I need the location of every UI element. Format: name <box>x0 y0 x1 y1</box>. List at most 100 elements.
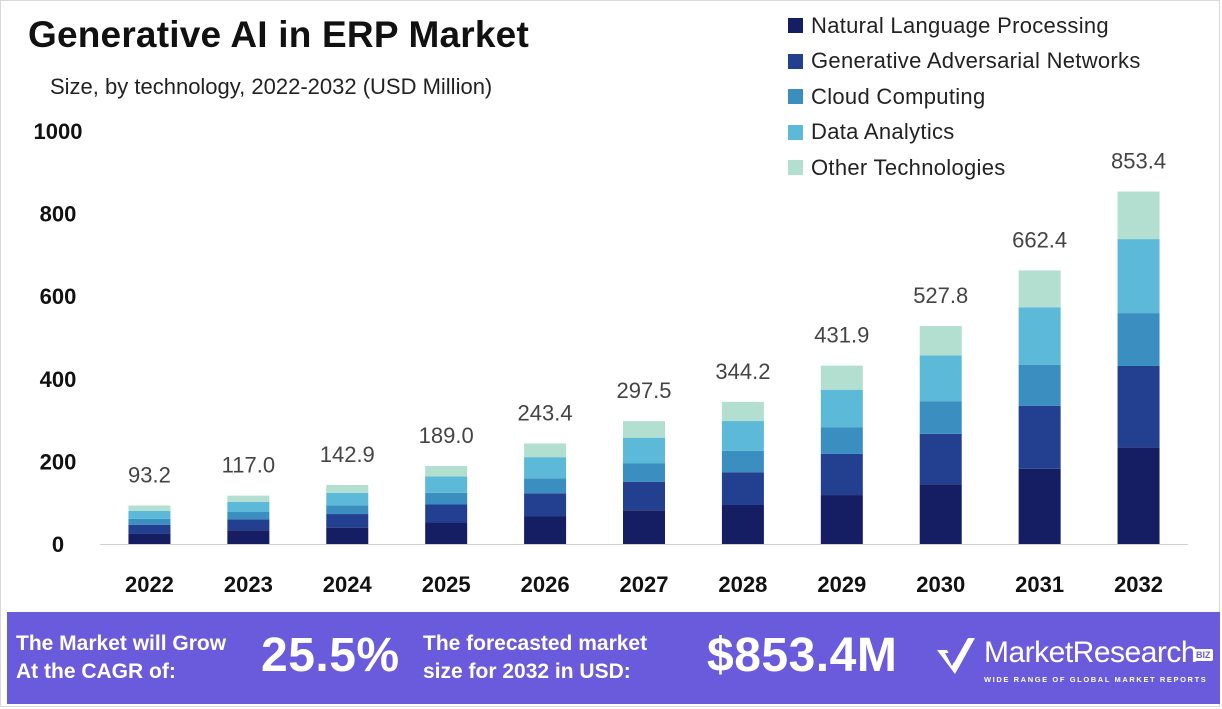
bar-segment <box>623 481 665 511</box>
bar-segment <box>623 510 665 544</box>
bar-segment <box>524 457 567 479</box>
bar-segment <box>425 504 468 523</box>
x-tick-label: 2022 <box>125 572 174 597</box>
bar-segment <box>721 421 764 451</box>
bar-segment <box>1117 313 1160 366</box>
bar-total-label: 527.8 <box>913 283 968 308</box>
bar-segment <box>524 443 567 458</box>
x-tick-label: 2028 <box>718 572 767 597</box>
legend-label: Natural Language Processing <box>811 12 1109 38</box>
x-tick-label: 2031 <box>1015 572 1064 597</box>
legend-label: Generative Adversarial Networks <box>811 48 1141 74</box>
bar-total-label: 142.9 <box>320 442 375 467</box>
bar-segment <box>524 516 567 544</box>
bar-total-label: 431.9 <box>814 323 869 348</box>
bar-segment <box>820 389 863 428</box>
y-tick-label: 200 <box>40 449 77 474</box>
bar-total-label: 662.4 <box>1012 227 1067 252</box>
cagr-caption-line1: The Market will Grow <box>16 632 227 655</box>
x-tick-label: 2030 <box>916 572 965 597</box>
cagr-caption-line2: At the CAGR of: <box>16 660 176 683</box>
bar-segment <box>1117 191 1160 240</box>
legend-item: Other Technologies <box>788 150 1141 186</box>
x-tick-label: 2029 <box>817 572 866 597</box>
y-tick-label: 800 <box>40 202 77 227</box>
bar-segment <box>1117 365 1160 448</box>
bar-segment <box>227 495 270 502</box>
bar-segment <box>721 472 764 506</box>
bar-segment <box>227 519 270 531</box>
legend-swatch <box>788 18 803 34</box>
forecast-value: $853.4M <box>707 629 898 682</box>
legend-item: Generative Adversarial Networks <box>788 44 1141 80</box>
y-tick-label: 400 <box>40 367 77 392</box>
bar-segment <box>128 524 171 534</box>
logo-name: MarketResearch <box>984 636 1198 669</box>
bar-segment <box>919 401 962 434</box>
bar-segment <box>128 505 171 511</box>
x-tick-label: 2026 <box>521 572 570 597</box>
legend: Natural Language Processing Generative Ad… <box>788 8 1141 186</box>
cagr-value: 25.5% <box>261 629 400 682</box>
cagr-caption: The Market will Grow At the CAGR of: <box>16 630 226 686</box>
bar-segment <box>919 433 962 485</box>
legend-label: Cloud Computing <box>811 83 986 109</box>
x-tick-label: 2023 <box>224 572 273 597</box>
bar-segment <box>425 476 468 493</box>
x-tick-label: 2024 <box>323 572 373 597</box>
bar-segment <box>1018 364 1061 406</box>
legend-swatch <box>788 160 803 176</box>
x-tick-label: 2032 <box>1114 572 1163 597</box>
bar-segment <box>820 427 863 454</box>
bar-segment <box>919 355 962 402</box>
bar-segment <box>623 463 665 482</box>
legend-label: Other Technologies <box>811 154 1006 180</box>
bar-segment <box>721 450 764 473</box>
bar-segment <box>721 401 764 422</box>
bar-segment <box>524 478 567 494</box>
bar-segment <box>721 505 764 544</box>
check-chevron-icon <box>937 638 975 674</box>
bar-segment <box>919 326 962 356</box>
bar-total-label: 243.4 <box>518 400 573 425</box>
legend-item: Cloud Computing <box>788 79 1141 115</box>
bar-segment <box>820 365 863 390</box>
legend-swatch <box>788 124 803 140</box>
logo-badge: BIZ <box>1194 649 1213 661</box>
bar-segment <box>1117 447 1160 544</box>
bar-segment <box>1117 239 1160 314</box>
bar-total-label: 189.0 <box>419 423 474 448</box>
chart-subtitle: Size, by technology, 2022-2032 (USD Mill… <box>50 74 493 99</box>
x-tick-label: 2025 <box>422 572 471 597</box>
bar-total-label: 297.5 <box>616 378 671 403</box>
bar-segment <box>820 495 863 544</box>
bar-segment <box>524 493 567 517</box>
legend-item: Data Analytics <box>788 115 1141 151</box>
bar-segment <box>1018 270 1061 308</box>
bar-segment <box>326 514 369 528</box>
legend-swatch <box>788 53 803 69</box>
bar-total-label: 344.2 <box>715 359 770 384</box>
bar-total-label: 93.2 <box>128 463 171 488</box>
bar-segment <box>623 421 665 438</box>
bar-segment <box>227 511 270 520</box>
bar-segment <box>820 453 863 496</box>
legend-swatch <box>788 89 803 105</box>
forecast-caption-line1: The forecasted market <box>423 632 648 655</box>
bar-segment <box>227 501 270 512</box>
y-tick-label: 600 <box>40 284 77 309</box>
legend-label: Data Analytics <box>811 119 955 145</box>
bar-segment <box>1018 307 1061 365</box>
forecast-caption: The forecasted market size for 2032 in U… <box>423 630 647 686</box>
bar-segment <box>1018 405 1061 469</box>
bar-segment <box>326 505 369 515</box>
y-tick-label: 0 <box>52 532 64 557</box>
bar-segment <box>425 522 468 544</box>
bar-segment <box>326 527 369 544</box>
bar-segment <box>227 530 270 544</box>
forecast-caption-line2: size for 2032 in USD: <box>423 660 631 683</box>
bar-segment <box>1018 468 1061 544</box>
bar-segment <box>425 465 468 477</box>
bar-segment <box>919 484 962 544</box>
